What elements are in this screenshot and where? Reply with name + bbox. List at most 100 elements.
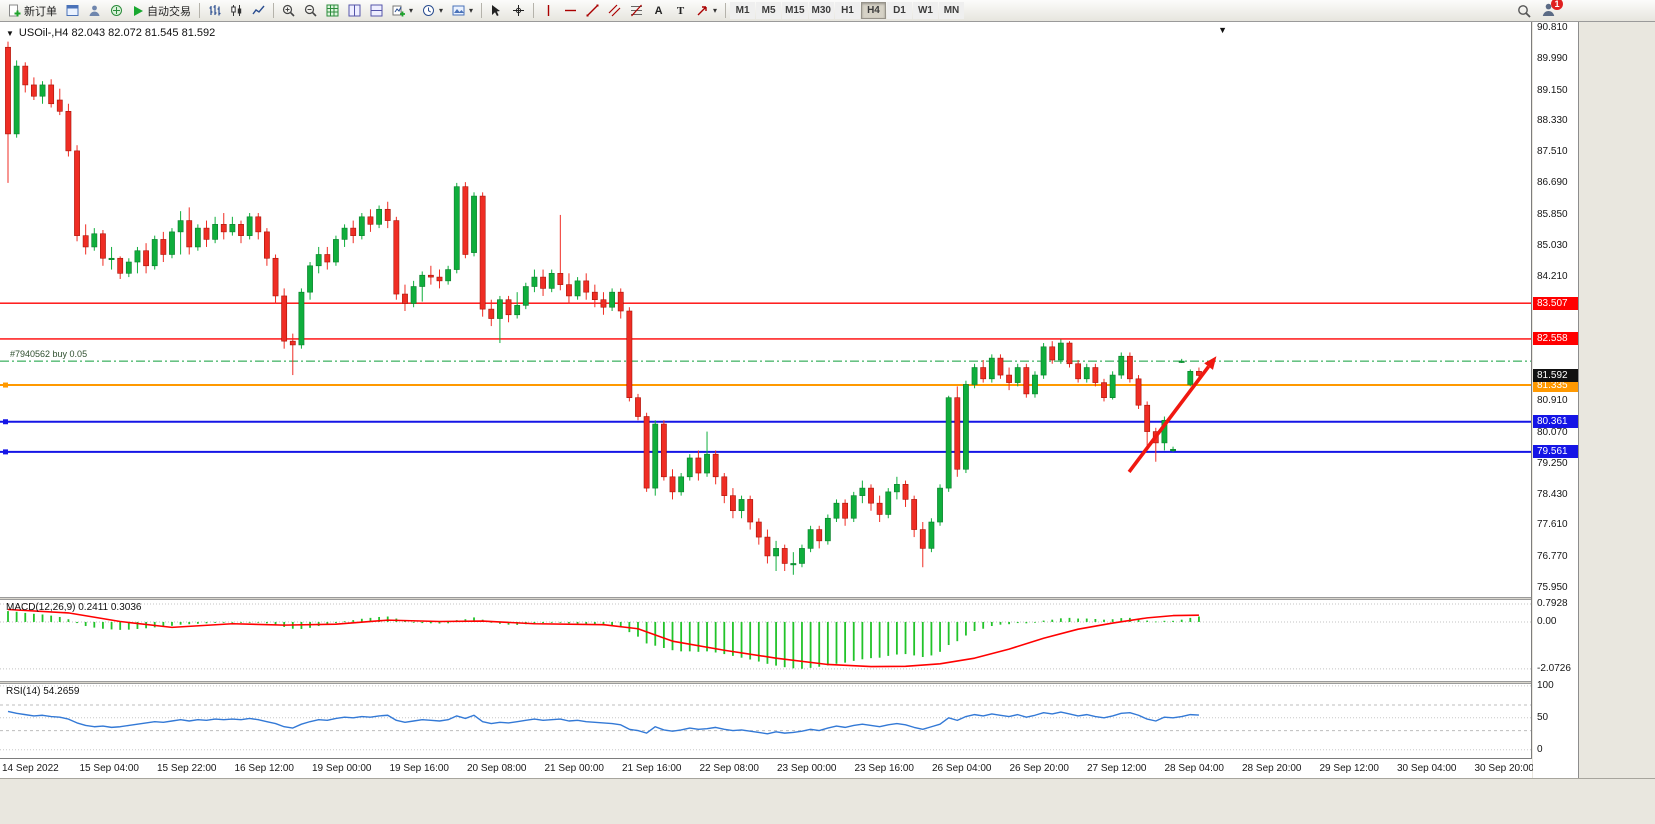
timeframe-button[interactable]: MN bbox=[938, 2, 964, 19]
chart-column: ▼ USOil-,H4 82.043 82.072 81.545 81.592 … bbox=[0, 22, 1532, 758]
panel-resize-divider[interactable] bbox=[0, 597, 1531, 600]
timeframe-button[interactable]: M30 bbox=[808, 2, 834, 19]
chart-window-icon bbox=[66, 4, 79, 17]
rsi-axis-tick: 50 bbox=[1537, 711, 1549, 723]
horizontal-line-icon bbox=[564, 4, 577, 17]
timeframe-button[interactable]: D1 bbox=[886, 2, 912, 19]
one-click-trading-toggle[interactable]: ▼ bbox=[6, 28, 14, 38]
time-axis[interactable]: 14 Sep 2022 15 Sep 04:00 15 Sep 22:00 16 Se… bbox=[0, 758, 1534, 778]
timeframe-button[interactable]: H1 bbox=[834, 2, 860, 19]
time-tick: 15 Sep 04:00 bbox=[79, 763, 140, 774]
price-tick: 87.510 bbox=[1537, 146, 1568, 158]
new-order-button[interactable]: 新订单 bbox=[4, 1, 61, 21]
account-icon bbox=[1541, 3, 1556, 20]
trendline-tool-button[interactable] bbox=[582, 1, 603, 21]
indicators-button[interactable] bbox=[322, 1, 343, 21]
rsi-indicator-panel[interactable]: RSI(14) 54.2659 bbox=[0, 684, 1531, 758]
open-position-label[interactable]: #7940562 buy 0.05 bbox=[10, 349, 88, 360]
crosshair-tool-button[interactable] bbox=[508, 1, 529, 21]
timeframe-group: M1 M5 M15 M30 H1 H4 D1 W1 MN bbox=[730, 2, 964, 19]
search-button[interactable] bbox=[1513, 1, 1535, 21]
time-tick: 29 Sep 12:00 bbox=[1319, 763, 1380, 774]
notification-badge[interactable]: 1 bbox=[1551, 0, 1563, 10]
navigator-button[interactable] bbox=[106, 1, 127, 21]
time-tick: 19 Sep 16:00 bbox=[389, 763, 450, 774]
profiles-icon bbox=[88, 4, 101, 17]
toolbar-separator bbox=[273, 3, 274, 18]
time-tick: 30 Sep 04:00 bbox=[1397, 763, 1457, 774]
time-tick: 23 Sep 00:00 bbox=[777, 763, 837, 774]
chart-title: USOil-,H4 82.043 82.072 81.545 81.592 bbox=[18, 27, 216, 39]
vertical-line-icon bbox=[542, 4, 555, 17]
time-tick: 21 Sep 00:00 bbox=[544, 763, 605, 774]
arrows-tool-button[interactable]: ▾ bbox=[692, 1, 721, 21]
rsi-canvas[interactable] bbox=[0, 684, 1531, 758]
time-tick: 26 Sep 04:00 bbox=[932, 763, 992, 774]
time-tick: 26 Sep 20:00 bbox=[1009, 763, 1070, 774]
price-tick: 86.690 bbox=[1537, 177, 1568, 189]
label-tool-button[interactable]: T bbox=[670, 1, 691, 21]
level-price-badge: 82.558 bbox=[1533, 332, 1578, 346]
price-tick: 88.330 bbox=[1537, 115, 1568, 127]
auto-trading-label: 自动交易 bbox=[147, 5, 191, 18]
macd-canvas[interactable] bbox=[0, 600, 1531, 681]
price-tick: 77.610 bbox=[1537, 519, 1568, 531]
zoom-out-button[interactable] bbox=[300, 1, 321, 21]
timeframe-button[interactable]: W1 bbox=[912, 2, 938, 19]
auto-trading-button[interactable]: 自动交易 bbox=[128, 1, 195, 21]
zoom-in-button[interactable] bbox=[278, 1, 299, 21]
time-tick: 20 Sep 08:00 bbox=[467, 763, 527, 774]
time-tick: 16 Sep 12:00 bbox=[234, 763, 295, 774]
ohlc-bars-button[interactable] bbox=[204, 1, 225, 21]
trend-arrow-head[interactable] bbox=[1204, 356, 1217, 370]
vertical-line-tool-button[interactable] bbox=[538, 1, 559, 21]
price-tick: 80.910 bbox=[1537, 395, 1568, 407]
templates-button[interactable]: ▾ bbox=[448, 1, 477, 21]
trendline-icon bbox=[586, 4, 599, 17]
level-price-badge: 80.361 bbox=[1533, 415, 1578, 429]
timeframe-button[interactable]: H4 bbox=[860, 2, 886, 19]
price-tick: 85.030 bbox=[1537, 239, 1568, 251]
crosshair-icon bbox=[512, 4, 525, 17]
price-chart-panel[interactable]: ▼ USOil-,H4 82.043 82.072 81.545 81.592 … bbox=[0, 22, 1531, 597]
price-tick: 84.210 bbox=[1537, 270, 1568, 282]
cascade-windows-button[interactable] bbox=[366, 1, 387, 21]
chevron-down-icon: ▾ bbox=[469, 6, 474, 15]
new-chart-button[interactable]: ▾ bbox=[388, 1, 417, 21]
text-tool-label: A bbox=[654, 4, 663, 17]
label-tool-label: T bbox=[676, 4, 685, 17]
cursor-tool-button[interactable] bbox=[486, 1, 507, 21]
channel-tool-button[interactable] bbox=[604, 1, 625, 21]
fibonacci-tool-button[interactable] bbox=[626, 1, 647, 21]
panel-resize-divider[interactable] bbox=[0, 681, 1531, 684]
line-chart-button[interactable] bbox=[248, 1, 269, 21]
tile-windows-button[interactable] bbox=[344, 1, 365, 21]
timeframe-button[interactable]: M1 bbox=[730, 2, 756, 19]
macd-axis-tick: 0.7928 bbox=[1537, 598, 1568, 609]
price-axis[interactable]: 90.810 89.990 89.150 88.330 87.510 86.690 85.8… bbox=[1533, 22, 1579, 778]
new-order-label: 新订单 bbox=[24, 5, 57, 18]
time-tick: 27 Sep 12:00 bbox=[1087, 763, 1147, 774]
chart-window: ▼ USOil-,H4 82.043 82.072 81.545 81.592 … bbox=[0, 22, 1655, 824]
candlestick-view-button[interactable] bbox=[226, 1, 247, 21]
timeframe-button[interactable]: M5 bbox=[756, 2, 782, 19]
price-tick: 78.430 bbox=[1537, 488, 1568, 500]
cascade-windows-icon bbox=[370, 4, 383, 17]
chevron-down-icon: ▾ bbox=[409, 6, 414, 15]
price-chart-canvas[interactable]: ▼ bbox=[0, 22, 1531, 597]
object-anchor-marker[interactable]: ▼ bbox=[1218, 25, 1227, 35]
macd-indicator-panel[interactable]: MACD(12,26,9) 0.2411 0.3036 bbox=[0, 600, 1531, 681]
tile-windows-icon bbox=[348, 4, 361, 17]
main-toolbar: 新订单 自动交易 ▾ ▾ ▾ A T ▾ M1 M5 M15 M30 H1 H4 D1 W1 M… bbox=[0, 0, 1655, 22]
profiles-button[interactable] bbox=[84, 1, 105, 21]
periods-button[interactable]: ▾ bbox=[418, 1, 447, 21]
template-image-icon bbox=[452, 4, 465, 17]
timeframe-button[interactable]: M15 bbox=[782, 2, 808, 19]
account-button[interactable]: 1 bbox=[1541, 0, 1563, 20]
text-tool-button[interactable]: A bbox=[648, 1, 669, 21]
trend-arrow-object[interactable] bbox=[1127, 365, 1211, 473]
horizontal-line-tool-button[interactable] bbox=[560, 1, 581, 21]
cursor-icon bbox=[490, 4, 503, 17]
charts-window-button[interactable] bbox=[62, 1, 83, 21]
line-chart-icon bbox=[252, 4, 265, 17]
